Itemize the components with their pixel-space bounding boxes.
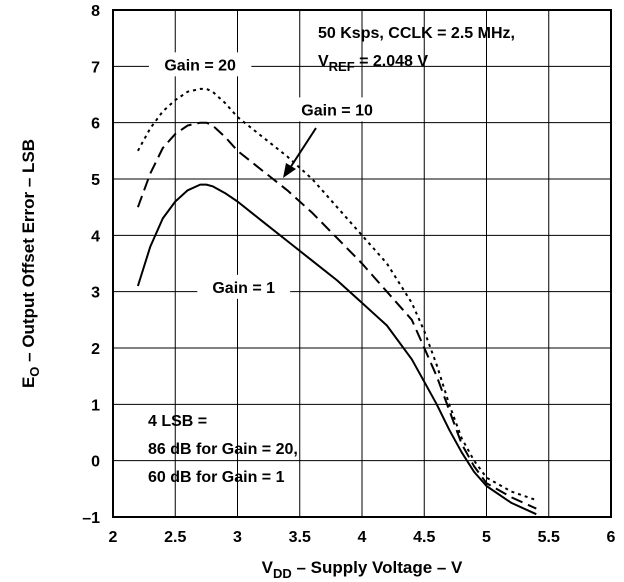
y-tick-label: –1 <box>82 510 100 527</box>
x-tick-label: 3 <box>233 529 242 546</box>
y-tick-label: 1 <box>91 397 100 414</box>
x-tick-label: 5.5 <box>538 529 560 546</box>
plot-frame <box>112 9 612 518</box>
y-tick-label: 4 <box>91 228 100 245</box>
y-tick-labels: –1 0 1 2 3 4 5 6 7 8 <box>82 3 100 527</box>
lsb-note: 4 LSB = 86 dB for Gain = 20, 60 dB for G… <box>148 413 298 486</box>
y-tick-label: 0 <box>91 454 100 471</box>
gain-10-arrow <box>283 127 317 178</box>
chart-grid <box>113 10 611 517</box>
label-gain-10: Gain = 10 <box>301 102 373 119</box>
lsb-note-line-3: 60 dB for Gain = 1 <box>148 469 285 486</box>
x-tick-label: 2.5 <box>164 529 186 546</box>
conditions-line-1: 50 Ksps, CCLK = 2.5 MHz, <box>318 25 515 42</box>
y-axis-label: EO – Output Offset Error – LSB <box>19 139 42 388</box>
y-tick-label: 7 <box>91 59 100 76</box>
x-tick-label: 6 <box>607 529 616 546</box>
y-tick-label: 6 <box>91 116 100 133</box>
conditions-note: 50 Ksps, CCLK = 2.5 MHz, VREF = 2.048 V <box>318 25 515 74</box>
y-tick-label: 8 <box>91 3 100 20</box>
y-tick-label: 2 <box>91 341 100 358</box>
series-line-gain-10 <box>136 121 537 510</box>
label-gain-10-background <box>285 97 389 122</box>
chart-series <box>136 87 537 516</box>
label-gain-1: Gain = 1 <box>212 280 275 297</box>
series-line-gain-1 <box>136 183 537 516</box>
chart-labels: Gain = 20 Gain = 10 Gain = 1 <box>148 52 389 299</box>
x-tick-label: 5 <box>482 529 491 546</box>
y-tick-label: 3 <box>91 285 100 302</box>
lsb-note-line-1: 4 LSB = <box>148 413 207 430</box>
x-tick-label: 3.5 <box>289 529 311 546</box>
x-tick-labels: 2 2.5 3 3.5 4 4.5 5 5.5 6 <box>109 529 616 546</box>
series-line-gain-20 <box>137 87 537 502</box>
lsb-note-line-2: 86 dB for Gain = 20, <box>148 441 298 458</box>
label-gain-1-background <box>197 274 291 299</box>
label-gain-20-background <box>148 52 252 77</box>
x-tick-label: 2 <box>109 529 118 546</box>
label-gain-20: Gain = 20 <box>164 57 236 74</box>
conditions-line-2: VREF = 2.048 V <box>318 53 428 74</box>
x-tick-label: 4 <box>358 529 367 546</box>
x-tick-label: 4.5 <box>413 529 435 546</box>
y-tick-label: 5 <box>91 172 100 189</box>
x-axis-label: VDD – Supply Voltage – V <box>262 558 463 581</box>
